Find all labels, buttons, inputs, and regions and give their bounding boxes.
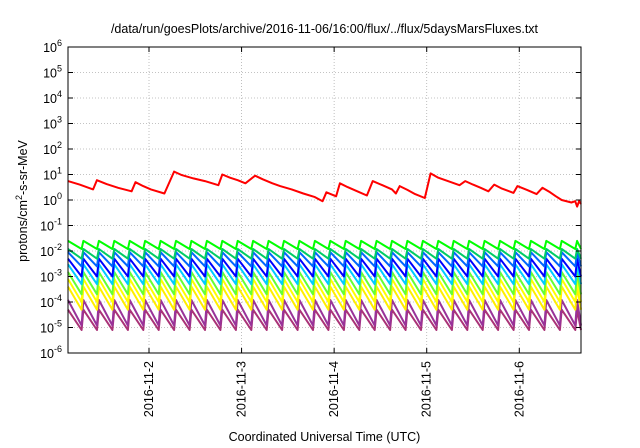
y-tick-label: 103 (43, 115, 62, 132)
y-tick-label: 105 (43, 64, 62, 81)
series-layer (67, 170, 582, 331)
y-tick-label: 102 (43, 140, 62, 157)
x-tick-label: 2016-11-4 (327, 361, 341, 417)
x-tick-label: 2016-11-5 (420, 361, 434, 417)
y-tick-label: 10-1 (40, 217, 62, 234)
grid (68, 47, 581, 353)
x-tick-label: 2016-11-6 (512, 361, 526, 417)
y-tick-label: 104 (43, 89, 62, 106)
y-tick-label: 101 (43, 166, 62, 183)
series-line (67, 170, 582, 208)
y-tick-label: 10-6 (40, 344, 62, 361)
x-axis-label: Coordinated Universal Time (UTC) (228, 430, 421, 444)
y-tick-label: 100 (43, 191, 62, 208)
series-line (67, 239, 582, 250)
series-line (67, 248, 582, 260)
y-tick-label: 10-4 (40, 293, 62, 310)
x-tick-label: 2016-11-2 (142, 361, 156, 417)
ticks-layer: 10-6 10-5 10-4 10-3 10-2 10-1 100 101 102 103 104 1… (40, 38, 581, 417)
chart-title: /data/run/goesPlots/archive/2016-11-06/1… (110, 22, 539, 36)
y-tick-label: 10-5 (40, 319, 62, 336)
series-line (67, 299, 582, 327)
y-tick-label: 10-2 (40, 242, 62, 259)
y-tick-label: 10-3 (40, 268, 62, 285)
y-tick-label: 106 (43, 38, 62, 55)
x-tick-label: 2016-11-3 (235, 361, 249, 417)
